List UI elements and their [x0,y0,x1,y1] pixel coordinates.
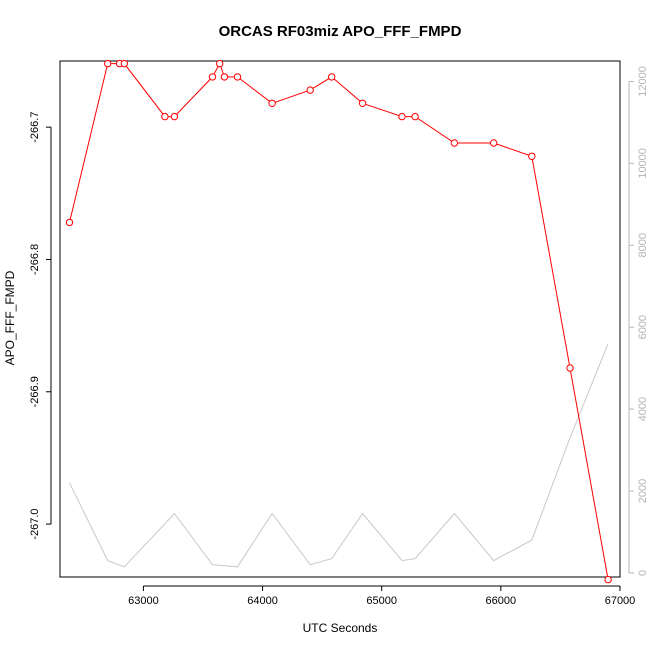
data-point [328,73,336,81]
x-tick-label: 67000 [605,595,636,607]
data-point [398,112,406,121]
data-point [358,99,367,108]
x-axis: 63000 64000 65000 66000 67000 [128,585,636,607]
data-point [120,59,129,68]
primary-series [65,59,612,584]
data-point [268,99,276,108]
x-axis-title: UTC Seconds [303,621,378,635]
chart-title: ORCAS RF03miz APO_FFF_FMPD [219,23,462,40]
y-tick-label: -267.0 [29,508,41,539]
data-point [450,139,459,147]
y-axis: -267.0 -266.9 -266.8 -266.7 [29,112,52,540]
data-point [170,112,179,121]
data-point [65,218,74,227]
data-point [233,73,242,81]
y2-axis: 0 2000 4000 6000 8000 10000 12000 [628,66,649,576]
y-tick-label: -266.8 [29,244,41,275]
secondary-series [69,343,609,568]
data-point [528,152,536,161]
data-point [161,112,169,121]
data-point [566,364,574,372]
secondary-series-line [69,343,609,568]
data-point [208,73,217,81]
x-tick-label: 64000 [247,595,278,607]
y2-tick-label: 12000 [637,66,649,97]
y-axis-title: APO_FFF_FMPD [3,270,17,365]
x-tick-label: 63000 [128,595,159,607]
y2-tick-label: 10000 [637,148,649,179]
y-tick-label: -266.7 [29,112,41,143]
y2-tick-label: 8000 [637,233,649,257]
x-tick-label: 65000 [366,595,397,607]
primary-series-line [69,62,609,580]
data-point [306,86,314,94]
y-tick-label: -266.9 [29,376,41,407]
data-point [411,112,419,121]
data-point [104,59,112,68]
data-point [490,139,498,147]
y2-tick-label: 6000 [637,315,649,339]
y2-tick-label: 0 [637,570,649,576]
data-point [220,73,229,81]
x-tick-label: 66000 [486,595,517,607]
plot-frame [59,60,621,578]
y2-tick-label: 4000 [637,397,649,421]
data-point [216,59,224,68]
y2-tick-label: 2000 [637,479,649,503]
data-point [604,575,612,584]
